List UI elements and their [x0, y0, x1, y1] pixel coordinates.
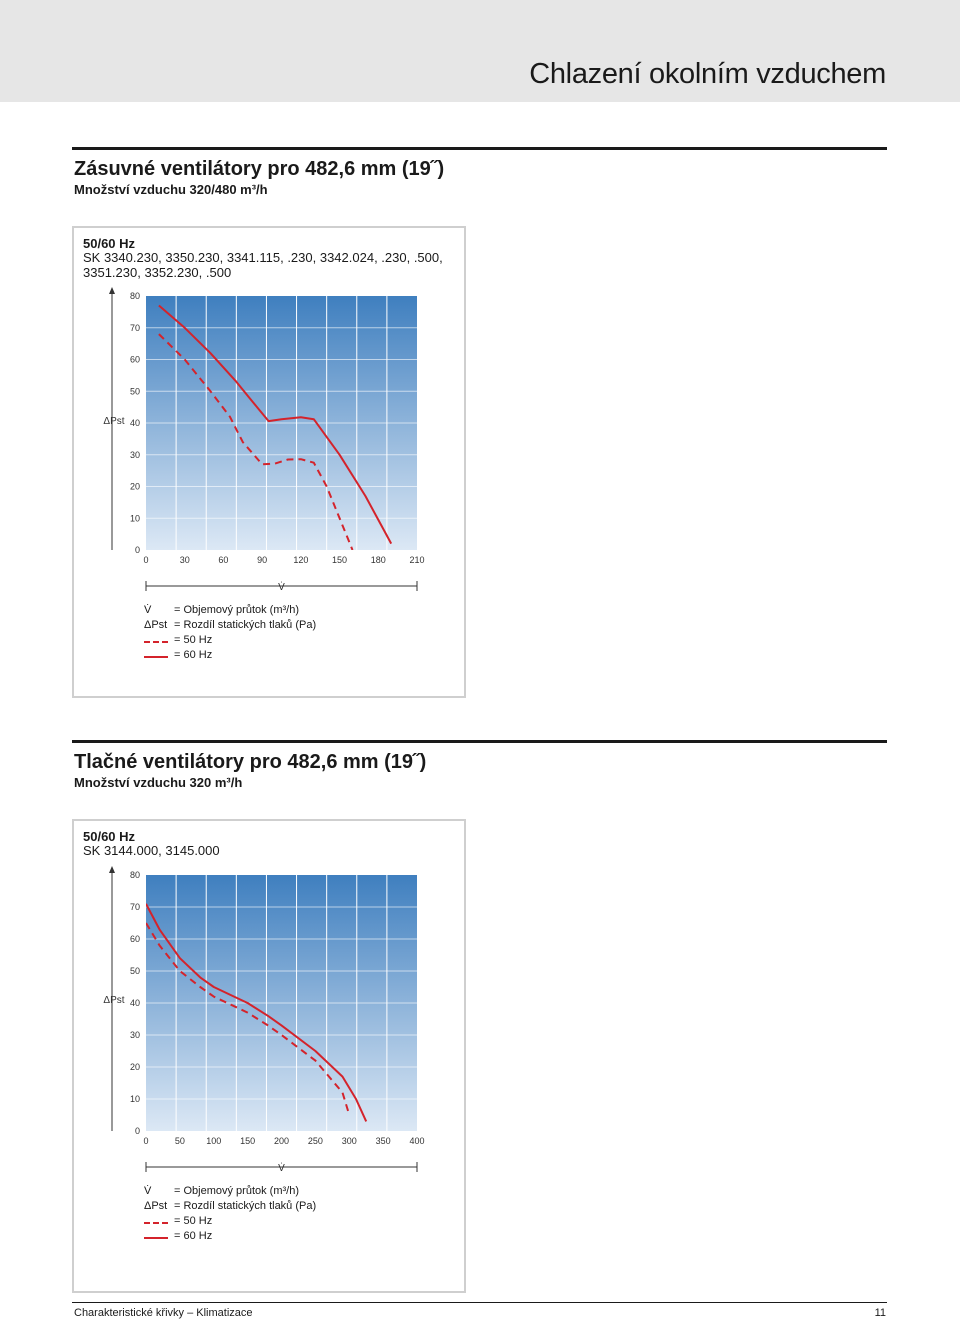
x-tick-label: 60	[218, 555, 228, 565]
x-tick-label: 150	[332, 555, 347, 565]
x-tick-label: 120	[293, 555, 308, 565]
x-tick-label: 50	[175, 1136, 185, 1146]
legend-60hz-text: = 60 Hz	[174, 649, 213, 661]
y-tick-label: 60	[130, 355, 140, 365]
legend-p-text: = Rozdíl statických tlaků (Pa)	[174, 619, 317, 631]
section-title: Tlačné ventilátory pro 482,6 mm (19˝)	[74, 751, 427, 773]
chart-panel-1: 50/60 Hz SK 3340.230, 3350.230, 3341.115…	[72, 226, 466, 698]
section-rule	[72, 740, 887, 743]
y-tick-label: 70	[130, 902, 140, 912]
x-tick-label: 300	[342, 1136, 357, 1146]
x-tick-label: 90	[257, 555, 267, 565]
y-axis-label: ΔPst	[103, 416, 124, 427]
y-tick-label: 30	[130, 450, 140, 460]
chart-2: 0 10 20 30 40 50 60 70 80 0 50 100 150 200 250 300 350 40…	[103, 866, 425, 1174]
x-tick-label: 0	[143, 555, 148, 565]
chart-panel-2: 50/60 Hz SK 3144.000, 3145.000 0 10 20 30 40…	[72, 819, 466, 1293]
series-line-50hz	[158, 333, 354, 550]
y-tick-label: 40	[130, 418, 140, 428]
footer-rule	[72, 1302, 887, 1303]
x-tick-label: 180	[371, 555, 386, 565]
y-axis-arrow	[109, 866, 115, 873]
legend-p-symbol: ΔPst	[144, 1200, 168, 1212]
legend-p-text: = Rozdíl statických tlaků (Pa)	[174, 1200, 317, 1212]
y-tick-label: 60	[130, 934, 140, 944]
legend-50hz-text: = 50 Hz	[174, 1215, 213, 1227]
panel-frequency: 50/60 Hz	[83, 829, 136, 844]
y-axis-arrow	[109, 287, 115, 294]
y-tick-label: 0	[135, 545, 140, 555]
x-tick-label: 150	[240, 1136, 255, 1146]
x-tick-label: 0	[143, 1136, 148, 1146]
y-tick-label: 10	[130, 513, 140, 523]
y-tick-label: 80	[130, 291, 140, 301]
y-tick-label: 70	[130, 323, 140, 333]
y-tick-label: 80	[130, 870, 140, 880]
legend-v-text: = Objemový průtok (m³/h)	[174, 604, 300, 616]
y-tick-label: 0	[135, 1126, 140, 1136]
y-tick-label: 50	[130, 966, 140, 976]
section-subtitle: Množství vzduchu 320 m³/h	[74, 775, 243, 790]
x-tick-label: 250	[308, 1136, 323, 1146]
x-tick-label: 400	[409, 1136, 424, 1146]
legend-50hz-text: = 50 Hz	[174, 634, 213, 646]
panel-frequency: 50/60 Hz	[83, 236, 136, 251]
page-number: 11	[874, 1307, 886, 1319]
y-axis-label: ΔPst	[103, 995, 124, 1006]
section-title: Zásuvné ventilátory pro 482,6 mm (19˝)	[74, 158, 445, 180]
series-line-50hz	[146, 922, 351, 1116]
x-axis-label: V̇	[278, 580, 285, 593]
y-tick-label: 20	[130, 482, 140, 492]
series-line-60hz	[146, 903, 368, 1122]
legend-solid-line	[144, 1237, 168, 1239]
legend-v-symbol: V̇	[144, 1185, 152, 1197]
legend-dashed-line	[144, 1222, 168, 1224]
panel-models: SK 3144.000, 3145.000	[83, 843, 220, 858]
x-tick-label: 200	[274, 1136, 289, 1146]
y-tick-label: 50	[130, 386, 140, 396]
x-tick-label: 210	[409, 555, 424, 565]
panel-models: SK 3340.230, 3350.230, 3341.115, .230, 3…	[83, 250, 443, 280]
section-subtitle: Množství vzduchu 320/480 m³/h	[74, 182, 268, 197]
y-tick-label: 20	[130, 1062, 140, 1072]
legend-dashed-line	[144, 641, 168, 643]
header-band	[0, 0, 960, 102]
legend-solid-line	[144, 656, 168, 658]
x-tick-label: 100	[206, 1136, 221, 1146]
section-rule	[72, 147, 887, 150]
x-tick-label: 30	[180, 555, 190, 565]
legend-p-symbol: ΔPst	[144, 619, 168, 631]
footer-text: Charakteristické křivky – Klimatizace	[74, 1307, 253, 1319]
series-line-60hz	[158, 304, 393, 545]
legend-v-symbol: V̇	[144, 604, 152, 616]
y-tick-label: 10	[130, 1094, 140, 1104]
y-tick-label: 30	[130, 1030, 140, 1040]
legend-60hz-text: = 60 Hz	[174, 1230, 213, 1242]
x-axis-label: V̇	[278, 1161, 285, 1174]
chart-1: 0 10 20 30 40 50 60 70 80 0 30 60 90 120 150 180 210 ΔPst…	[103, 287, 425, 593]
page-title: Chlazení okolním vzduchem	[529, 58, 886, 90]
x-tick-label: 350	[376, 1136, 391, 1146]
legend-v-text: = Objemový průtok (m³/h)	[174, 1185, 300, 1197]
y-tick-label: 40	[130, 998, 140, 1008]
